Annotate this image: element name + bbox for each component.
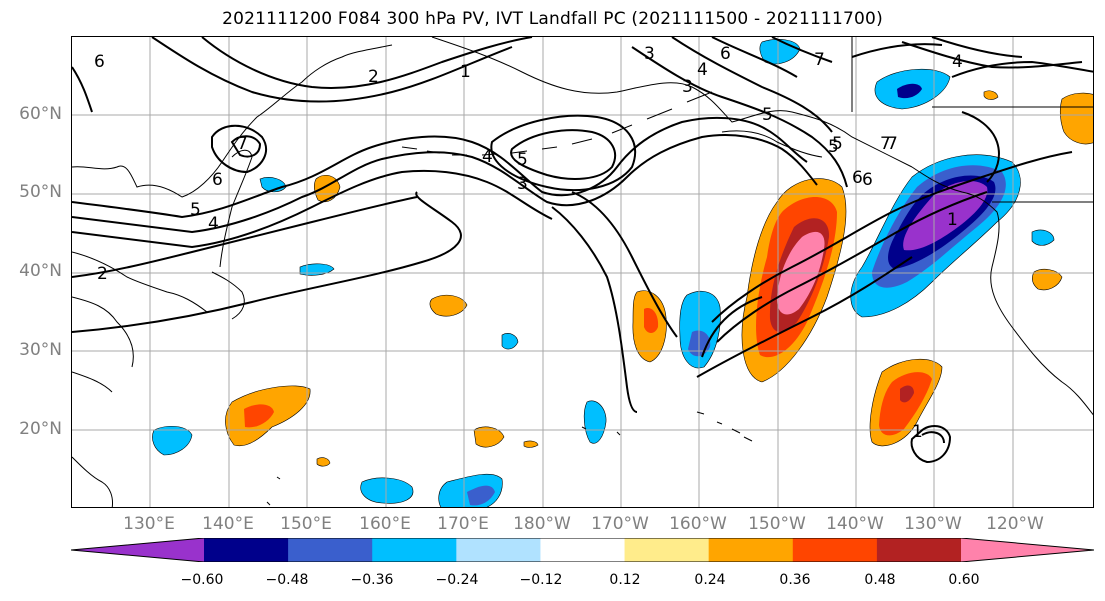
contour-label: 7 xyxy=(880,134,891,154)
colorbar-extend-max xyxy=(961,538,1094,562)
lat-label-20n: 20°N xyxy=(19,419,62,439)
colorbar-bin xyxy=(792,538,878,562)
contour-label: 6 xyxy=(852,168,863,188)
contour-label: 3 xyxy=(682,77,693,97)
contour-labels: 6 2 1 3 5 4 5 3 6 7 3 4 7 6 5 4 2 4 5 6 … xyxy=(94,44,963,442)
graticule xyxy=(72,37,1093,507)
contour-label: 4 xyxy=(952,52,963,72)
colorbar-canvas xyxy=(70,537,1095,563)
contour-label: 1 xyxy=(460,62,471,82)
colorbar-tick-label: −0.36 xyxy=(350,572,394,588)
contour-label: 6 xyxy=(862,170,873,190)
contour-label: 7 xyxy=(814,50,825,70)
lat-label-30n: 30°N xyxy=(19,340,62,360)
colorbar-tick-label: 0.24 xyxy=(694,572,726,588)
contour-label: 1 xyxy=(947,210,958,230)
lat-label-50n: 50°N xyxy=(19,182,62,202)
contour-label: 2 xyxy=(368,67,379,87)
contour-label: 2 xyxy=(97,264,108,284)
contour-label: 4 xyxy=(208,214,219,234)
colorbar-extend-min xyxy=(71,538,204,562)
colorbar-bin xyxy=(203,538,289,562)
map-panel: 6 2 1 3 5 4 5 3 6 7 3 4 7 6 5 4 2 4 5 6 … xyxy=(71,36,1094,508)
colorbar-tick-label: −0.48 xyxy=(265,572,309,588)
contour-label: 4 xyxy=(482,147,493,167)
lon-label-180w: 180°W xyxy=(513,514,571,534)
map-canvas: 6 2 1 3 5 4 5 3 6 7 3 4 7 6 5 4 2 4 5 6 … xyxy=(72,37,1093,507)
colorbar-tick-label: −0.60 xyxy=(180,572,224,588)
lon-label-140e: 140°E xyxy=(202,514,254,534)
lon-label-140w: 140°W xyxy=(826,514,884,534)
colorbar-tick-label: −0.12 xyxy=(519,572,563,588)
contour-label: 6 xyxy=(94,52,105,72)
lon-label-150w: 150°W xyxy=(748,514,806,534)
map-title: 2021111200 F084 300 hPa PV, IVT Landfall… xyxy=(222,9,883,29)
colorbar-bin xyxy=(540,538,626,562)
contour-label: 5 xyxy=(762,105,773,125)
contour-label: 6 xyxy=(212,170,223,190)
lon-label-130e: 130°E xyxy=(123,514,175,534)
contour-label: 5 xyxy=(828,137,839,157)
contour-label: 3 xyxy=(517,174,528,194)
colorbar-bin xyxy=(372,538,457,562)
lon-label-160w: 160°W xyxy=(669,514,727,534)
colorbar-tick-label: 0.12 xyxy=(609,572,641,588)
contour-label: 5 xyxy=(190,200,201,220)
shaded-anomalies xyxy=(152,39,1093,507)
lon-label-130w: 130°W xyxy=(904,514,962,534)
contour-label: 5 xyxy=(832,134,843,154)
colorbar-bin xyxy=(624,538,710,562)
contour-label: 1 xyxy=(912,422,923,442)
colorbar-tick-label: 0.48 xyxy=(864,572,896,588)
lat-label-60n: 60°N xyxy=(19,104,62,124)
lon-label-120w: 120°W xyxy=(986,514,1044,534)
contour-label: 6 xyxy=(720,44,731,64)
colorbar-bin xyxy=(456,538,541,562)
colorbar-tick-label: 0.60 xyxy=(948,572,980,588)
pv-contours xyxy=(72,37,1093,464)
lon-label-170e: 170°E xyxy=(437,514,489,534)
colorbar xyxy=(70,537,1095,563)
colorbar-bin xyxy=(288,538,373,562)
colorbar-bin xyxy=(708,538,794,562)
contour-label: 4 xyxy=(697,60,708,80)
contour-label: 7 xyxy=(887,134,898,154)
lon-label-170w: 170°W xyxy=(591,514,649,534)
colorbar-tick-label: −0.24 xyxy=(435,572,479,588)
contour-label: 5 xyxy=(517,150,528,170)
lon-label-160e: 160°E xyxy=(359,514,411,534)
colorbar-bin xyxy=(876,538,962,562)
colorbar-tick-label: 0.36 xyxy=(779,572,811,588)
contour-label: 7 xyxy=(237,134,248,154)
lat-label-40n: 40°N xyxy=(19,261,62,281)
lon-label-150e: 150°E xyxy=(280,514,332,534)
contour-label: 3 xyxy=(644,44,655,64)
